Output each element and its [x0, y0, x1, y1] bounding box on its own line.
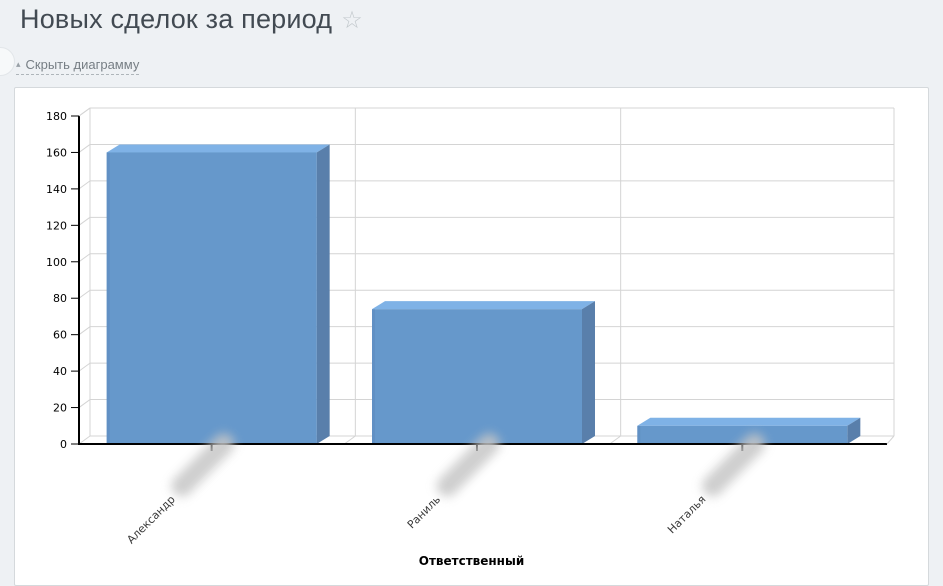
bar-left-edge — [372, 309, 375, 444]
y-tick-label: 20 — [53, 402, 67, 415]
y-tick-label: 0 — [60, 438, 67, 451]
y-tick-label: 140 — [46, 183, 67, 196]
bar-1[interactable] — [372, 301, 595, 444]
chart-panel: 0 20 40 60 80 100 120 140 160 180 Александр Раниль Н… — [14, 87, 929, 586]
hide-chart-link[interactable]: ▴ Скрыть диаграмму — [16, 57, 140, 75]
y-tick-label: 120 — [46, 219, 67, 232]
y-tick-label: 100 — [46, 256, 67, 269]
page-header: Новых сделок за период ☆ — [20, 4, 363, 35]
chart-svg: 0 20 40 60 80 100 120 140 160 180 Александр Раниль Н… — [46, 107, 895, 546]
gridline-depth-connector — [78, 216, 91, 226]
bar-left-edge — [637, 425, 641, 444]
gridline-v-connector — [344, 435, 356, 445]
bar-side-face[interactable] — [316, 144, 330, 444]
y-tick-label: 180 — [46, 110, 67, 123]
category-label-group: Наталья — [665, 433, 766, 536]
gridline-depth-connector — [78, 289, 91, 299]
y-tick-label: 80 — [53, 292, 67, 305]
x-axis-title: Ответственный — [418, 554, 525, 568]
gridline-v-connector — [609, 435, 621, 445]
redacted-surname-blur — [436, 433, 500, 497]
category-label: Наталья — [665, 493, 708, 536]
y-tick-label: 40 — [53, 365, 67, 378]
bar-side-face[interactable] — [847, 417, 861, 444]
y-tick-label: 160 — [46, 146, 67, 159]
gridline-depth-connector — [78, 362, 91, 372]
gridline-depth-connector — [78, 253, 91, 263]
bar-front-face[interactable] — [637, 425, 848, 444]
bar-top-face[interactable] — [637, 417, 861, 426]
collapse-arrow-icon: ▴ — [16, 59, 21, 69]
bar-0[interactable] — [106, 144, 330, 444]
favorite-star-icon[interactable]: ☆ — [341, 6, 363, 34]
gridline-depth-connector — [78, 435, 91, 445]
redacted-surname-blur — [701, 433, 766, 497]
category-label: Раниль — [405, 493, 443, 531]
gridline-depth-connector — [78, 144, 91, 153]
gridline-depth-connector — [78, 326, 91, 336]
x-axis-depth — [886, 435, 895, 445]
y-tick-label: 60 — [53, 329, 67, 342]
category-label: Александр — [124, 493, 177, 546]
bar-top-face[interactable] — [372, 301, 595, 310]
bar-left-edge — [106, 152, 110, 444]
bar-front-face[interactable] — [106, 152, 317, 444]
gridline-depth-connector — [78, 180, 91, 190]
bar-2[interactable] — [637, 417, 861, 444]
y-axis-top-depth — [78, 107, 91, 117]
page-title: Новых сделок за период — [20, 4, 333, 34]
hide-chart-label: Скрыть диаграмму — [25, 57, 140, 72]
redacted-surname-blur — [171, 433, 235, 497]
bar-top-face[interactable] — [106, 144, 330, 153]
gridline-depth-connector — [78, 399, 91, 408]
category-label-group: Александр — [124, 433, 235, 546]
panel-edge-decoration — [0, 47, 15, 76]
bar-front-face[interactable] — [372, 309, 582, 444]
bar-side-face[interactable] — [582, 301, 595, 444]
